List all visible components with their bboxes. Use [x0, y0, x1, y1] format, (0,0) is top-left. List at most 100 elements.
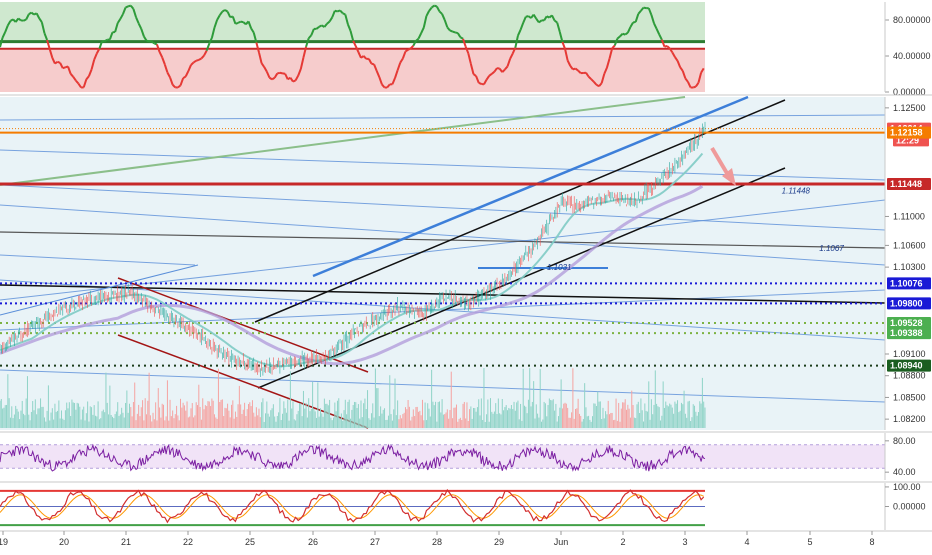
stoch-tick-label: 100.00: [893, 482, 921, 492]
volume-bar: [703, 402, 704, 428]
volume-bar: [10, 418, 11, 428]
volume-bar: [523, 369, 524, 428]
volume-bar: [171, 416, 172, 428]
volume-bar: [47, 411, 48, 428]
volume-bar: [295, 420, 296, 428]
volume-bar: [673, 414, 674, 428]
volume-bar: [370, 420, 371, 428]
volume-bar: [597, 392, 598, 428]
volume-bar: [198, 385, 199, 428]
time-tick-label: 5: [807, 537, 812, 547]
price-tick-label: 1.11000: [893, 211, 925, 221]
volume-bar: [466, 402, 467, 428]
time-tick-label: 8: [869, 537, 874, 547]
volume-bar: [549, 399, 550, 428]
volume-bar: [277, 416, 278, 428]
volume-bar: [515, 411, 516, 428]
price-tick-label: 1.08500: [893, 392, 926, 402]
volume-bar: [345, 400, 346, 428]
volume-bar: [209, 401, 210, 428]
volume-bar: [82, 410, 83, 428]
volume-bar: [81, 420, 82, 428]
volume-bar: [78, 403, 79, 428]
oscillator-segment: [24, 20, 27, 21]
volume-bar: [264, 422, 265, 428]
volume-bar: [153, 413, 154, 428]
volume-bar: [143, 420, 144, 428]
volume-bar: [397, 400, 398, 428]
volume-bar: [378, 388, 379, 428]
time-tick-label: Jun: [554, 537, 569, 547]
rsi-tick-label: 80.00: [893, 436, 916, 446]
volume-bar: [210, 406, 211, 428]
volume-bar: [17, 409, 18, 428]
volume-bar: [283, 401, 284, 428]
volume-bar: [478, 399, 479, 428]
volume-bar: [304, 409, 305, 428]
volume-bar: [155, 402, 156, 428]
volume-bar: [626, 410, 627, 428]
volume-bar: [483, 368, 484, 428]
volume-bar: [121, 408, 122, 428]
volume-bar: [273, 404, 274, 428]
oscillator-segment: [693, 87, 696, 88]
volume-bar: [162, 404, 163, 428]
volume-bar: [117, 402, 118, 428]
volume-bar: [698, 412, 699, 428]
volume-bar: [359, 419, 360, 428]
volume-bar: [39, 408, 40, 428]
volume-bar: [285, 408, 286, 428]
volume-bar: [0, 401, 1, 428]
price-tag-label: 1.10076: [890, 278, 923, 288]
volume-bar: [62, 419, 63, 428]
volume-bar: [593, 403, 594, 428]
price-tag-label: 1.11448: [890, 179, 922, 189]
volume-bar: [520, 404, 521, 428]
volume-bar: [430, 416, 431, 428]
volume-bar: [511, 405, 512, 428]
volume-bar: [550, 400, 551, 428]
volume-bar: [381, 414, 382, 428]
volume-bar: [669, 404, 670, 428]
volume-bar: [235, 412, 236, 428]
volume-bar: [183, 403, 184, 428]
volume-bar: [192, 403, 193, 428]
volume-bar: [350, 419, 351, 428]
volume-bar: [70, 416, 71, 428]
volume-bar: [197, 405, 198, 428]
volume-bar: [303, 391, 304, 428]
volume-bar: [570, 418, 571, 428]
volume-bar: [634, 418, 635, 428]
volume-bar: [31, 412, 32, 428]
volume-bar: [685, 414, 686, 428]
volume-bar: [2, 409, 3, 428]
volume-bar: [332, 420, 333, 428]
price-tick-label: 1.09100: [893, 349, 926, 359]
volume-bar: [664, 408, 665, 428]
volume-bar: [328, 405, 329, 428]
volume-bar: [532, 402, 533, 428]
volume-bar: [361, 400, 362, 428]
volume-bar: [240, 404, 241, 428]
volume-bar: [482, 420, 483, 428]
price-tag-label: 1.09388: [890, 328, 923, 338]
volume-bar: [684, 391, 685, 428]
volume-bar: [129, 404, 130, 428]
oscillator-segment: [497, 68, 500, 69]
time-tick-label: 19: [0, 537, 8, 547]
volume-bar: [480, 415, 481, 428]
volume-bar: [313, 409, 314, 428]
volume-bar: [694, 406, 695, 428]
volume-bar: [357, 408, 358, 428]
volume-bar: [434, 405, 435, 428]
oscillator-segment: [633, 22, 636, 23]
volume-bar: [514, 402, 515, 428]
volume-bar: [500, 414, 501, 428]
volume-bar: [680, 411, 681, 428]
volume-bar: [392, 421, 393, 428]
volume-bar: [364, 399, 365, 428]
volume-bar: [421, 415, 422, 428]
volume-bar: [319, 417, 320, 428]
volume-bar: [609, 414, 610, 428]
volume-bar: [324, 399, 325, 428]
